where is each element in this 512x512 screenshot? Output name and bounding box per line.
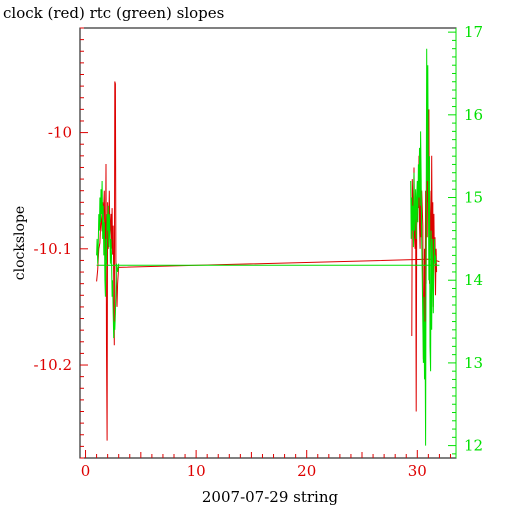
y-axis-label: clockslope bbox=[12, 206, 28, 280]
left-tick-label: -10.2 bbox=[34, 356, 72, 374]
right-tick-label: 13 bbox=[464, 354, 483, 372]
series-clock-segment-0 bbox=[96, 81, 120, 441]
right-tick-label: 16 bbox=[464, 106, 483, 124]
series-layer bbox=[96, 48, 440, 446]
right-tick-label: 14 bbox=[464, 271, 483, 289]
series-rtc-segment-0 bbox=[96, 180, 120, 339]
left-tick-label: -10.1 bbox=[34, 240, 72, 258]
x-tick-label: 0 bbox=[81, 462, 91, 480]
chart-title: clock (red) rtc (green) slopes bbox=[3, 4, 224, 22]
right-tick-label: 17 bbox=[464, 23, 483, 41]
right-axis: 12 13 14 15 16 17 bbox=[448, 23, 483, 458]
x-tick-label: 20 bbox=[297, 462, 316, 480]
right-tick-label: 12 bbox=[464, 437, 483, 455]
right-tick-label: 15 bbox=[464, 189, 483, 207]
series-clock-segment-1 bbox=[118, 258, 440, 268]
bottom-axis: 0 10 20 30 bbox=[81, 450, 451, 480]
series-clock-segment-2 bbox=[411, 109, 438, 412]
x-tick-label: 30 bbox=[408, 462, 427, 480]
left-axis: -10.2 -10.1 -10 bbox=[34, 27, 88, 459]
plot-frame bbox=[79, 27, 457, 459]
x-tick-label: 10 bbox=[187, 462, 206, 480]
series-rtc-segment-2 bbox=[410, 48, 437, 446]
left-tick-label: -10 bbox=[48, 124, 72, 142]
x-axis-label: 2007-07-29 string bbox=[202, 488, 339, 506]
plot-area bbox=[79, 27, 457, 459]
